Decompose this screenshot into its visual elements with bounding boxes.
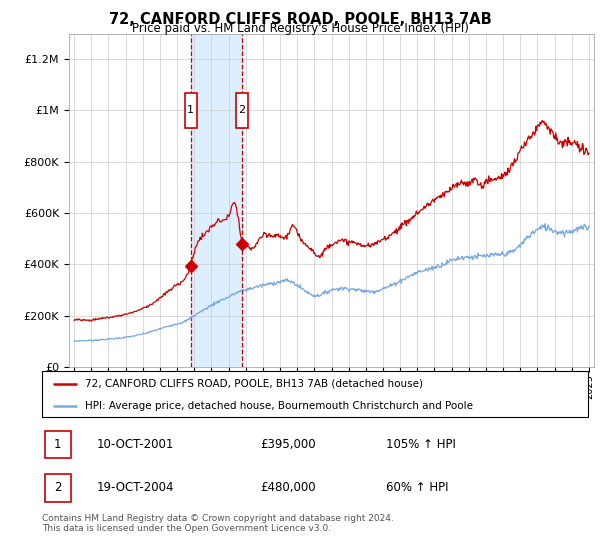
Text: 105% ↑ HPI: 105% ↑ HPI bbox=[386, 438, 456, 451]
Bar bbox=[45, 431, 71, 459]
Text: £480,000: £480,000 bbox=[260, 482, 316, 494]
Bar bbox=[236, 93, 248, 128]
Text: £395,000: £395,000 bbox=[260, 438, 316, 451]
Text: 72, CANFORD CLIFFS ROAD, POOLE, BH13 7AB: 72, CANFORD CLIFFS ROAD, POOLE, BH13 7AB bbox=[109, 12, 491, 27]
Text: Contains HM Land Registry data © Crown copyright and database right 2024.
This d: Contains HM Land Registry data © Crown c… bbox=[42, 514, 394, 534]
Text: 72, CANFORD CLIFFS ROAD, POOLE, BH13 7AB (detached house): 72, CANFORD CLIFFS ROAD, POOLE, BH13 7AB… bbox=[85, 379, 422, 389]
Text: 19-OCT-2004: 19-OCT-2004 bbox=[97, 482, 174, 494]
Bar bbox=[185, 93, 197, 128]
Text: 1: 1 bbox=[54, 438, 62, 451]
Text: 2: 2 bbox=[54, 482, 62, 494]
Text: HPI: Average price, detached house, Bournemouth Christchurch and Poole: HPI: Average price, detached house, Bour… bbox=[85, 401, 473, 410]
Bar bbox=[45, 474, 71, 502]
Text: 1: 1 bbox=[187, 105, 194, 115]
Bar bbox=[191, 34, 242, 367]
Text: Price paid vs. HM Land Registry's House Price Index (HPI): Price paid vs. HM Land Registry's House … bbox=[131, 22, 469, 35]
Text: 60% ↑ HPI: 60% ↑ HPI bbox=[386, 482, 448, 494]
Text: 2: 2 bbox=[239, 105, 245, 115]
Text: 10-OCT-2001: 10-OCT-2001 bbox=[97, 438, 174, 451]
